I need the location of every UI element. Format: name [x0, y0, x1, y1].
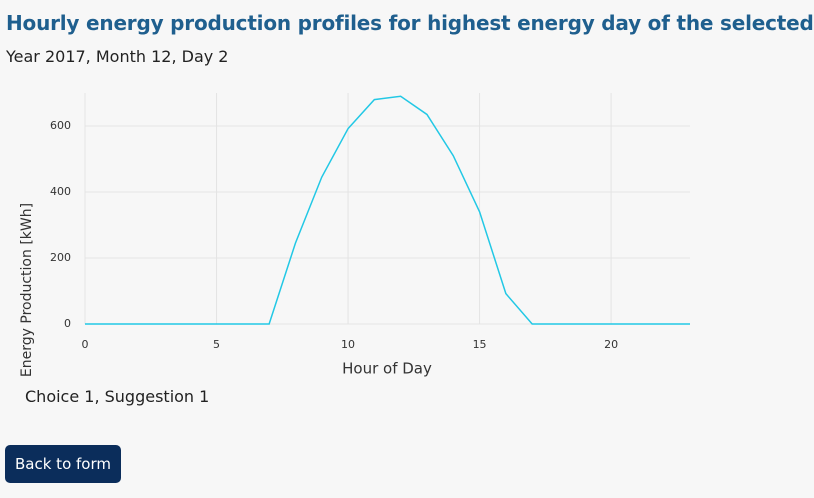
- x-axis-title: Hour of Day: [342, 360, 432, 378]
- x-tick-label: 20: [604, 338, 618, 351]
- back-button[interactable]: Back to form: [5, 445, 121, 483]
- y-tick-label: 600: [50, 119, 71, 132]
- x-tick-label: 10: [341, 338, 355, 351]
- data-line: [85, 95, 690, 325]
- chart: Hour of Day Energy Production [kWh] 0200…: [19, 93, 690, 378]
- y-tick-label: 0: [64, 317, 71, 330]
- x-tick-label: 15: [473, 338, 487, 351]
- x-tick-label: 5: [213, 338, 220, 351]
- page-title: Hourly energy production profiles for hi…: [6, 11, 814, 35]
- caption: Choice 1, Suggestion 1: [25, 387, 210, 406]
- y-axis-title: Energy Production [kWh]: [19, 203, 35, 377]
- y-tick-label: 400: [50, 185, 71, 198]
- page-subtitle: Year 2017, Month 12, Day 2: [6, 47, 229, 66]
- y-tick-label: 200: [50, 251, 71, 264]
- clipped-label: Month: [436, 0, 480, 4]
- x-tick-label: 0: [82, 338, 89, 351]
